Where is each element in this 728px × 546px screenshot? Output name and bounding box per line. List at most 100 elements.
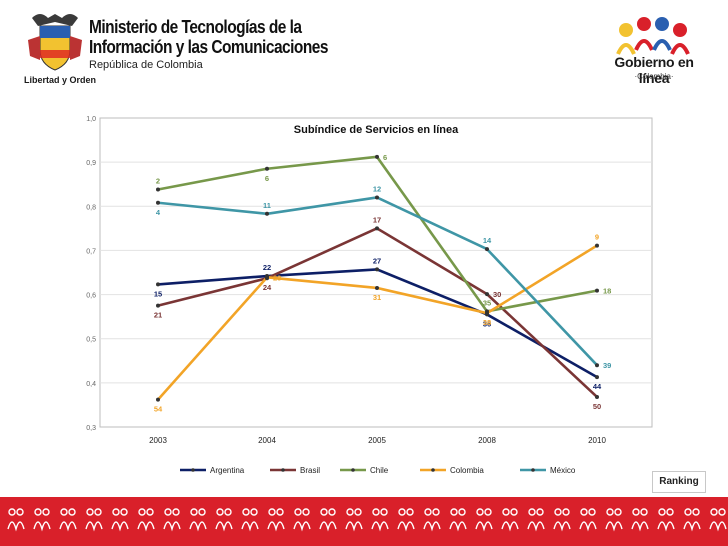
gov-brand-sub: ·Colombia· [634, 72, 674, 81]
data-point [595, 394, 599, 399]
y-tick-label: 0,6 [86, 293, 96, 300]
people-figure-icon [59, 508, 77, 532]
legend-label: México [550, 466, 576, 475]
x-tick-label: 2004 [258, 436, 276, 445]
rank-label: 4 [156, 208, 161, 217]
rank-label: 27 [373, 256, 381, 265]
data-point [375, 267, 379, 272]
people-figure-icon [319, 508, 337, 532]
rank-label: 24 [263, 283, 272, 292]
series-line-brasil [157, 227, 598, 398]
people-figure-icon [189, 508, 207, 532]
people-figure-icon [163, 508, 181, 532]
data-point [156, 282, 160, 287]
people-figure-icon [605, 508, 623, 532]
people-figure-icon [293, 508, 311, 532]
gobierno-en-linea-logo-icon [616, 17, 690, 55]
rank-label: 39 [603, 361, 611, 370]
people-figure-icon [423, 508, 441, 532]
rank-label: 6 [265, 174, 269, 183]
y-tick-label: 0,5 [86, 337, 96, 344]
y-tick-label: 0,8 [86, 204, 96, 211]
y-tick-label: 0,3 [86, 425, 96, 432]
data-point [265, 166, 269, 171]
legend-label: Argentina [210, 466, 245, 475]
rank-label: 2 [156, 177, 160, 186]
legend-label: Colombia [450, 466, 484, 475]
rank-label: 35 [483, 298, 491, 307]
rank-label: 6 [383, 153, 387, 162]
legend-marker [281, 468, 285, 472]
people-figure-icon [345, 508, 363, 532]
rank-label: 21 [154, 311, 162, 320]
people-figure-icon [449, 508, 467, 532]
data-point [375, 285, 379, 290]
data-point [375, 154, 379, 159]
people-figure-icon [7, 508, 25, 532]
data-point [156, 397, 160, 402]
data-point [265, 275, 269, 280]
people-figure-icon [85, 508, 103, 532]
ministry-title: Ministerio de Tecnologías de la Informac… [89, 17, 367, 72]
people-figure-icon [709, 508, 727, 532]
legend-marker [431, 468, 435, 472]
rank-label: 14 [483, 236, 492, 245]
rank-label: 36 [483, 319, 491, 328]
ministry-line-2: Información y las Comunicaciones [89, 37, 329, 57]
people-figure-icon [267, 508, 285, 532]
legend-marker [191, 468, 195, 472]
people-figure-icon [111, 508, 129, 532]
x-tick-label: 2005 [368, 436, 386, 445]
people-figure-icon [657, 508, 675, 532]
ministry-line-3: República de Colombia [89, 59, 203, 71]
people-figure-icon [241, 508, 259, 532]
people-figure-icon [683, 508, 701, 532]
people-figure-icon [631, 508, 649, 532]
people-figure-icon [33, 508, 51, 532]
rank-label: 15 [154, 289, 162, 298]
people-figure-icon [137, 508, 155, 532]
people-figure-icon [215, 508, 233, 532]
rank-label: 50 [593, 402, 601, 411]
motto-text: Libertad y Orden [24, 75, 97, 85]
data-point [156, 303, 160, 308]
gov-brand-text: Gobierno en línea [614, 54, 694, 86]
y-tick-label: 0,9 [86, 160, 96, 167]
ministry-line-1: Ministerio de Tecnologías de la [89, 17, 302, 37]
line-chart: 0,3 0,4 0,5 0,6 0,7 0,8 0,9 1,0 2003 2004 2005 2008… [86, 116, 653, 475]
data-point [595, 243, 599, 248]
coat-of-arms-icon [28, 14, 82, 71]
rank-label: 12 [373, 184, 381, 193]
data-point [375, 195, 379, 200]
data-point [595, 288, 599, 293]
x-tick-label: 2003 [149, 436, 167, 445]
people-figure-icon [553, 508, 571, 532]
rank-label: 9 [595, 233, 599, 242]
data-point [485, 311, 489, 316]
ranking-label: Ranking [652, 471, 706, 493]
legend-label: Brasil [300, 466, 320, 475]
data-point [156, 187, 160, 192]
legend-marker [531, 468, 535, 472]
people-figure-icon [475, 508, 493, 532]
people-figure-icon [397, 508, 415, 532]
rank-label: 22 [263, 263, 271, 272]
data-point [485, 292, 489, 297]
y-tick-label: 0,7 [86, 248, 96, 255]
legend-marker [351, 468, 355, 472]
people-figure-icon [501, 508, 519, 532]
people-figure-icon [579, 508, 597, 532]
chart-title: Subíndice de Servicios en línea [294, 124, 459, 136]
rank-label: 23 [273, 273, 281, 282]
data-point [595, 363, 599, 368]
rank-label: 31 [373, 293, 381, 302]
rank-label: 11 [263, 201, 271, 210]
y-tick-label: 1,0 [86, 116, 96, 123]
x-tick-label: 2010 [588, 436, 606, 445]
data-point [485, 247, 489, 252]
rank-label: 54 [154, 405, 163, 414]
page-header: Libertad y Orden Ministerio de Tecnologí… [0, 0, 728, 100]
data-point [156, 200, 160, 205]
y-tick-label: 0,4 [86, 381, 96, 388]
legend-label: Chile [370, 466, 389, 475]
